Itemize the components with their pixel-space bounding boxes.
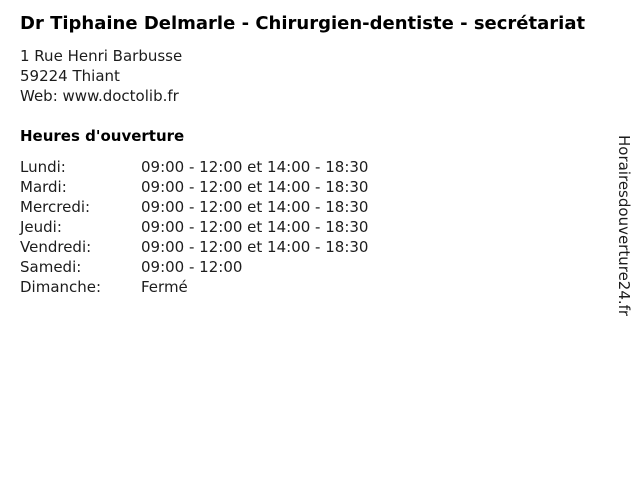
day-label: Samedi: (20, 258, 82, 276)
day-label: Mardi: (20, 178, 67, 196)
day-hours: 09:00 - 12:00 et 14:00 - 18:30 (141, 238, 369, 256)
hours-row-monday: Lundi: 09:00 - 12:00 et 14:00 - 18:30 (20, 157, 608, 177)
web-label: Web: (20, 87, 63, 105)
site-watermark-vertical: Horairesdouverture24.fr (615, 135, 633, 317)
day-hours: 09:00 - 12:00 et 14:00 - 18:30 (141, 218, 369, 236)
opening-hours-table: Lundi: 09:00 - 12:00 et 14:00 - 18:30 Ma… (20, 157, 608, 297)
opening-hours-heading: Heures d'ouverture (20, 127, 185, 145)
day-label: Mercredi: (20, 198, 91, 216)
hours-row-thursday: Jeudi: 09:00 - 12:00 et 14:00 - 18:30 (20, 217, 608, 237)
day-hours: 09:00 - 12:00 et 14:00 - 18:30 (141, 158, 369, 176)
hours-row-friday: Vendredi: 09:00 - 12:00 et 14:00 - 18:30 (20, 237, 608, 257)
main-content: Dr Tiphaine Delmarle - Chirurgien-dentis… (20, 12, 608, 297)
day-label: Lundi: (20, 158, 66, 176)
day-hours: 09:00 - 12:00 et 14:00 - 18:30 (141, 178, 369, 196)
hours-row-sunday: Dimanche: Fermé (20, 277, 608, 297)
day-hours: 09:00 - 12:00 et 14:00 - 18:30 (141, 198, 369, 216)
day-label: Vendredi: (20, 238, 92, 256)
address-city: 59224 Thiant (20, 67, 120, 85)
address-block: 1 Rue Henri Barbusse 59224 Thiant Web: w… (20, 46, 608, 106)
hours-row-wednesday: Mercredi: 09:00 - 12:00 et 14:00 - 18:30 (20, 197, 608, 217)
address-street: 1 Rue Henri Barbusse (20, 47, 183, 65)
hours-row-tuesday: Mardi: 09:00 - 12:00 et 14:00 - 18:30 (20, 177, 608, 197)
day-hours: Fermé (141, 278, 188, 296)
web-url-link[interactable]: www.doctolib.fr (62, 87, 179, 105)
hours-row-saturday: Samedi: 09:00 - 12:00 (20, 257, 608, 277)
web-line: Web: www.doctolib.fr (20, 86, 608, 106)
day-label: Jeudi: (20, 218, 62, 236)
page-title: Dr Tiphaine Delmarle - Chirurgien-dentis… (20, 13, 586, 34)
day-hours: 09:00 - 12:00 (141, 258, 243, 276)
day-label: Dimanche: (20, 278, 102, 296)
